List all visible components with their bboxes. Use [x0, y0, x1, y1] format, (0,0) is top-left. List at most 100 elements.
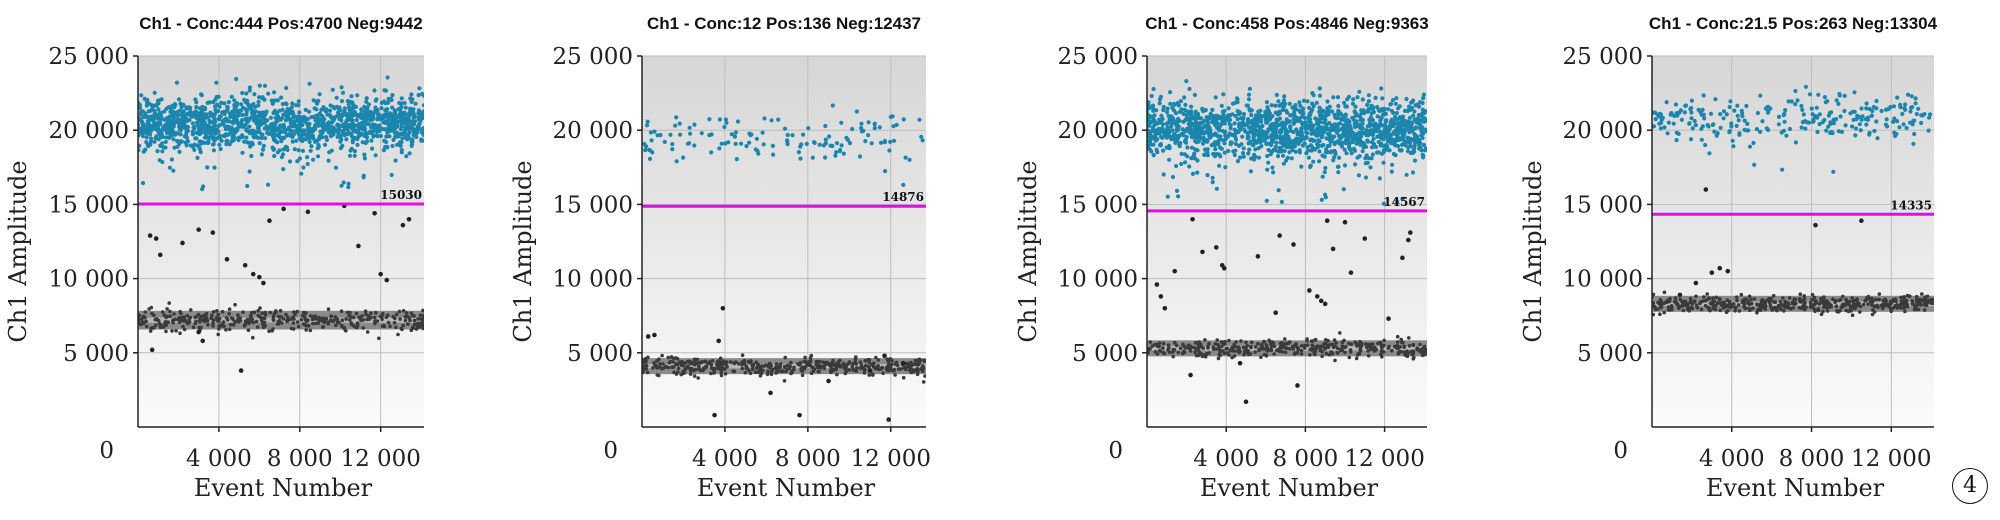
positive-droplet — [1322, 170, 1327, 175]
positive-droplet — [1224, 115, 1229, 120]
y-tick-label: 5 000 — [1072, 341, 1138, 367]
positive-droplet — [345, 114, 350, 119]
positive-droplet — [373, 105, 378, 110]
negative-droplet — [1402, 350, 1407, 354]
negative-droplet — [1328, 342, 1332, 347]
negative-droplet — [746, 359, 751, 364]
positive-droplet — [1289, 156, 1294, 161]
negative-droplet — [1200, 354, 1205, 359]
positive-droplet — [1281, 141, 1286, 146]
positive-droplet — [1227, 122, 1232, 127]
negative-droplet — [722, 367, 727, 372]
positive-droplet — [308, 129, 314, 134]
negative-droplet — [808, 355, 813, 360]
negative-droplet — [1215, 338, 1219, 342]
negative-droplet — [1296, 347, 1300, 352]
positive-droplet — [333, 165, 339, 170]
positive-droplet — [1269, 103, 1274, 108]
positive-droplet — [400, 136, 405, 141]
positive-droplet — [261, 143, 266, 148]
positive-droplet — [1218, 137, 1223, 142]
negative-droplet — [871, 364, 876, 369]
positive-droplet — [292, 147, 297, 152]
positive-droplet — [413, 101, 418, 106]
negative-droplet — [810, 365, 814, 369]
positive-droplet — [219, 138, 224, 143]
positive-droplet — [357, 122, 362, 127]
positive-droplet — [1147, 103, 1151, 108]
rain-droplet — [1400, 255, 1405, 261]
positive-droplet — [1356, 173, 1361, 178]
positive-droplet — [1379, 133, 1384, 138]
positive-droplet — [1197, 122, 1202, 127]
negative-droplet — [756, 370, 760, 375]
positive-droplet — [1282, 94, 1287, 99]
positive-droplet — [1337, 121, 1342, 126]
grid — [1652, 55, 1934, 427]
negative-droplet — [167, 301, 171, 305]
positive-droplet — [1211, 151, 1216, 157]
positive-droplet — [375, 134, 380, 139]
negative-droplet — [310, 314, 315, 319]
negative-droplet — [409, 328, 414, 333]
positive-droplet — [352, 128, 357, 134]
negative-droplet — [672, 365, 676, 369]
positive-droplet — [385, 145, 390, 150]
negative-droplet — [159, 323, 163, 328]
positive-droplet — [265, 118, 270, 123]
positive-droplet — [289, 105, 294, 110]
positive-droplet — [891, 124, 896, 129]
rain-droplet — [1330, 246, 1336, 252]
negative-droplet — [1327, 352, 1332, 357]
positive-droplet — [1368, 123, 1373, 128]
positive-droplet — [312, 123, 318, 128]
negative-droplet — [1803, 300, 1807, 305]
rain-droplet — [180, 240, 185, 246]
positive-droplet — [1291, 117, 1296, 122]
positive-droplet — [1184, 116, 1189, 122]
positive-droplet — [314, 99, 319, 104]
positive-droplet — [399, 104, 404, 110]
negative-droplet — [422, 317, 424, 322]
positive-droplet — [232, 98, 237, 103]
positive-droplet — [1252, 152, 1257, 157]
negative-droplet — [317, 315, 321, 320]
negative-droplet — [854, 355, 858, 359]
positive-droplet — [1172, 131, 1177, 136]
positive-droplet — [1388, 139, 1393, 144]
positive-droplet — [235, 101, 240, 106]
positive-droplet — [1365, 139, 1371, 144]
negative-droplet — [806, 362, 811, 366]
positive-droplet — [1363, 175, 1369, 180]
negative-droplet — [901, 375, 906, 380]
negative-droplet — [211, 318, 216, 323]
negative-droplet — [903, 366, 907, 370]
positive-droplet — [863, 139, 868, 144]
positive-droplet — [1152, 118, 1157, 123]
chart-panel-4: Ch1 - Conc:21.5 Pos:263 Neg:13304 14335 5 … — [1515, 0, 1985, 520]
positive-droplet — [1285, 118, 1290, 123]
negative-droplet — [1687, 308, 1691, 313]
positive-droplet — [1232, 121, 1237, 126]
positive-droplet — [739, 141, 744, 146]
negative-droplet — [1216, 343, 1221, 348]
positive-droplet — [1246, 97, 1252, 102]
positive-droplet — [247, 169, 252, 174]
negative-droplet — [217, 324, 221, 328]
negative-droplet — [313, 317, 317, 321]
positive-droplet — [235, 136, 241, 141]
positive-droplet — [1349, 151, 1354, 156]
negative-droplet — [414, 327, 419, 331]
positive-droplet — [1177, 118, 1182, 123]
negative-droplet — [1749, 297, 1753, 302]
positive-droplet — [769, 118, 774, 123]
positive-droplet — [200, 187, 205, 192]
negative-droplet — [355, 325, 359, 330]
positive-droplet — [152, 110, 157, 115]
positive-droplet — [1354, 137, 1359, 142]
negative-droplet — [1399, 350, 1404, 354]
positive-droplet — [1342, 163, 1348, 168]
positive-droplet — [859, 125, 864, 131]
negative-droplet — [1866, 294, 1871, 299]
